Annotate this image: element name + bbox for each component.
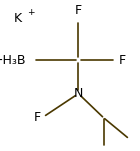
Text: F: F bbox=[75, 4, 82, 17]
Text: F: F bbox=[119, 54, 126, 67]
Text: +: + bbox=[27, 8, 34, 17]
Text: N: N bbox=[74, 87, 83, 100]
Text: F: F bbox=[33, 111, 41, 124]
Text: K: K bbox=[14, 12, 22, 25]
Text: −H₃B: −H₃B bbox=[0, 54, 27, 67]
